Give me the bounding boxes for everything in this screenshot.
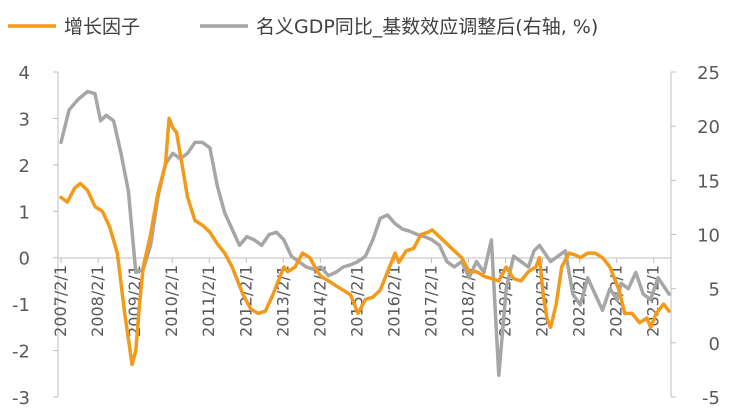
x-tick-label: 2013/2/1: [273, 265, 292, 337]
x-tick-label: 2010/2/1: [162, 265, 181, 337]
x-tick-label: 2018/2/1: [459, 265, 478, 337]
y-left-tick-label: 0: [19, 249, 30, 270]
y-left-tick-label: 3: [19, 109, 30, 130]
y-right-tick-label: 25: [697, 63, 720, 84]
y-left-tick-label: 4: [19, 63, 30, 84]
x-tick-label: 2023/2/1: [644, 265, 663, 337]
y-axis-right-ticks: 25 20 15 10 5 0 -5: [671, 63, 720, 409]
y-right-tick-label: 5: [709, 280, 720, 301]
x-tick-label: 2016/2/1: [384, 265, 403, 337]
x-tick-label: 2008/2/1: [88, 265, 107, 337]
y-right-tick-label: 20: [697, 117, 720, 138]
x-tick-label: 2011/2/1: [199, 265, 218, 337]
legend: 增长因子 名义GDP同比_基数效应调整后(右轴, %): [8, 16, 598, 38]
y-right-tick-label: 0: [709, 334, 720, 355]
y-left-tick-label: -3: [12, 388, 30, 409]
y-left-tick-label: 2: [19, 156, 30, 177]
series-line-growth-factor: [59, 116, 671, 367]
legend-label-nominal-gdp: 名义GDP同比_基数效应调整后(右轴, %): [256, 16, 598, 38]
x-axis-ticks: 2007/2/1 2008/2/1 2009/2/1 2010/2/1 2011/2/1…: [51, 258, 663, 337]
x-tick-label: 2015/2/1: [347, 265, 366, 337]
y-right-tick-label: 15: [697, 171, 720, 192]
series-layer: [59, 89, 671, 378]
x-tick-label: 2017/2/1: [421, 265, 440, 337]
y-left-tick-label: 1: [19, 202, 30, 223]
legend-label-growth-factor: 增长因子: [64, 16, 140, 38]
y-axis-left-ticks: 4 3 2 1 0 -1 -2 -3: [12, 63, 58, 409]
y-right-tick-label: 10: [697, 226, 720, 247]
x-tick-label: 2014/2/1: [310, 265, 329, 337]
x-tick-label: 2007/2/1: [51, 265, 70, 337]
y-left-tick-label: -1: [12, 295, 30, 316]
y-right-tick-label: -5: [702, 388, 720, 409]
y-left-tick-label: -2: [12, 342, 30, 363]
